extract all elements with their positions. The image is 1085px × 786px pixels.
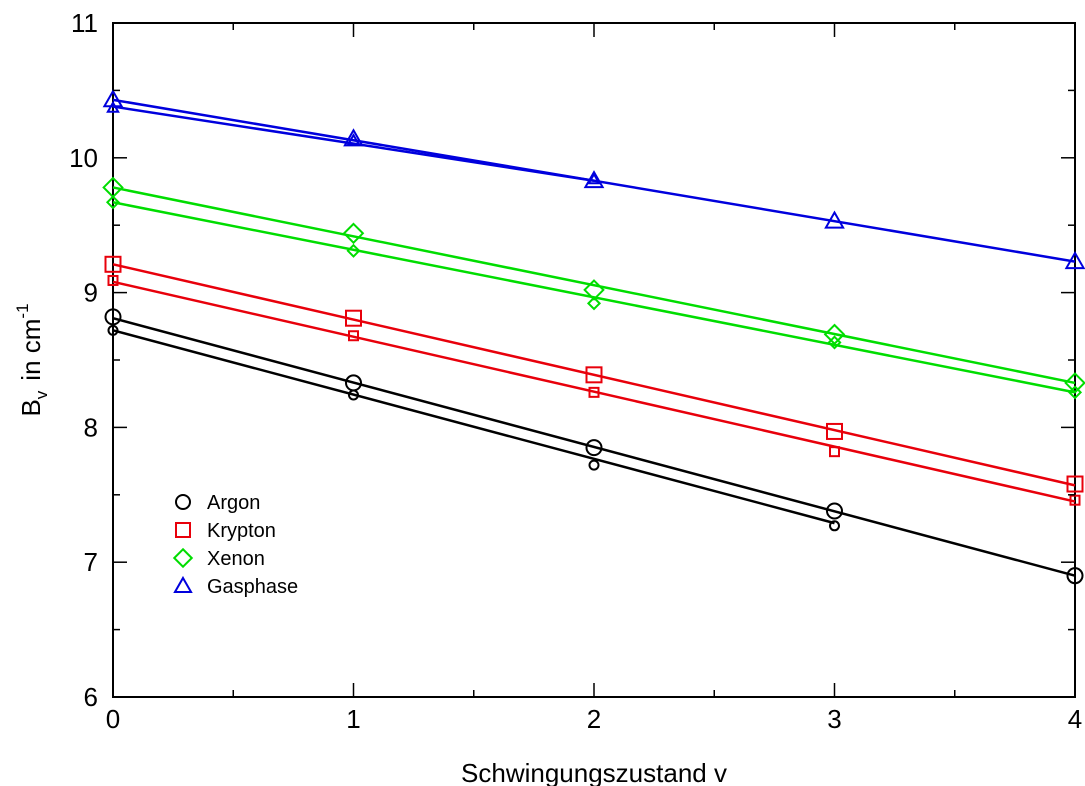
marker-large-argon	[104, 308, 122, 326]
axis-ticks	[112, 22, 1076, 698]
marker-large-xenon	[583, 279, 605, 301]
legend-marker-argon	[175, 494, 191, 510]
marker-small-gasphase	[346, 133, 361, 146]
x-tick-label: 2	[587, 704, 601, 734]
x-axis-title: Schwingungszustand v	[461, 758, 727, 786]
legend-label-argon: Argon	[207, 492, 260, 514]
y-axis-title-sup: -1	[13, 303, 32, 318]
marker-large-argon	[585, 439, 603, 457]
marker-small-argon	[348, 389, 359, 401]
tick-labels: 0 1 2 3 4 6 7 8 9 10 11	[69, 8, 1082, 734]
marker-small-xenon	[346, 243, 361, 258]
marker-large-gasphase	[102, 89, 124, 108]
marker-small-xenon	[105, 195, 121, 210]
marker-small-krypton	[348, 330, 359, 342]
legend-marker-xenon	[172, 547, 194, 569]
marker-large-xenon	[1064, 372, 1085, 394]
y-tick-label: 9	[84, 278, 98, 308]
y-tick-label: 10	[69, 143, 98, 173]
marker-large-argon	[1066, 567, 1084, 585]
data-markers	[102, 89, 1085, 585]
y-axis-title-unit: in cm	[16, 319, 46, 381]
marker-large-xenon	[823, 323, 846, 346]
marker-large-krypton	[345, 309, 362, 327]
y-tick-label: 7	[84, 547, 98, 577]
fit-line-small-argon	[112, 329, 835, 525]
marker-large-gasphase	[583, 170, 605, 189]
legend-label-gasphase: Gasphase	[207, 576, 298, 598]
legend-label-krypton: Krypton	[207, 520, 276, 542]
fit-line-large-xenon	[112, 186, 1076, 385]
legend: Argon Krypton Xenon Gasphase	[172, 492, 298, 598]
fit-line-small-krypton	[112, 280, 1076, 503]
y-axis-title: Bv in cm-1	[13, 303, 51, 416]
marker-small-argon	[588, 459, 600, 471]
marker-small-krypton	[107, 274, 119, 286]
legend-marker-krypton	[175, 522, 191, 538]
marker-small-krypton	[1069, 494, 1081, 506]
x-tick-label: 1	[346, 704, 360, 734]
marker-large-krypton	[585, 366, 603, 384]
marker-small-gasphase	[106, 100, 120, 113]
marker-small-krypton	[829, 446, 840, 458]
y-tick-label: 6	[84, 682, 98, 712]
marker-small-argon	[107, 324, 119, 336]
marker-large-krypton	[104, 255, 122, 273]
x-tick-label: 3	[827, 704, 841, 734]
marker-large-gasphase	[343, 128, 364, 147]
marker-large-krypton	[1066, 475, 1084, 493]
x-tick-label: 4	[1068, 704, 1082, 734]
marker-large-gasphase	[1064, 250, 1085, 270]
marker-small-xenon	[1067, 385, 1083, 400]
y-axis-title-main: B	[16, 399, 46, 416]
fit-line-large-krypton	[112, 263, 1076, 487]
y-axis-title-sub: v	[32, 390, 51, 399]
fit-line-large-argon	[112, 317, 1076, 577]
y-tick-label: 8	[84, 412, 98, 442]
marker-small-krypton	[588, 386, 600, 398]
y-tick-label: 11	[71, 8, 98, 38]
fit-lines	[112, 98, 1076, 577]
marker-small-argon	[829, 520, 840, 532]
x-tick-label: 0	[106, 704, 120, 734]
marker-large-argon	[826, 502, 843, 520]
marker-large-xenon	[342, 222, 365, 245]
marker-large-gasphase	[824, 210, 845, 229]
legend-label-xenon: Xenon	[207, 548, 265, 570]
legend-marker-gasphase	[173, 575, 193, 594]
marker-large-krypton	[826, 422, 843, 440]
marker-small-xenon	[586, 296, 602, 311]
marker-small-xenon	[827, 335, 842, 350]
marker-small-gasphase	[587, 172, 601, 185]
